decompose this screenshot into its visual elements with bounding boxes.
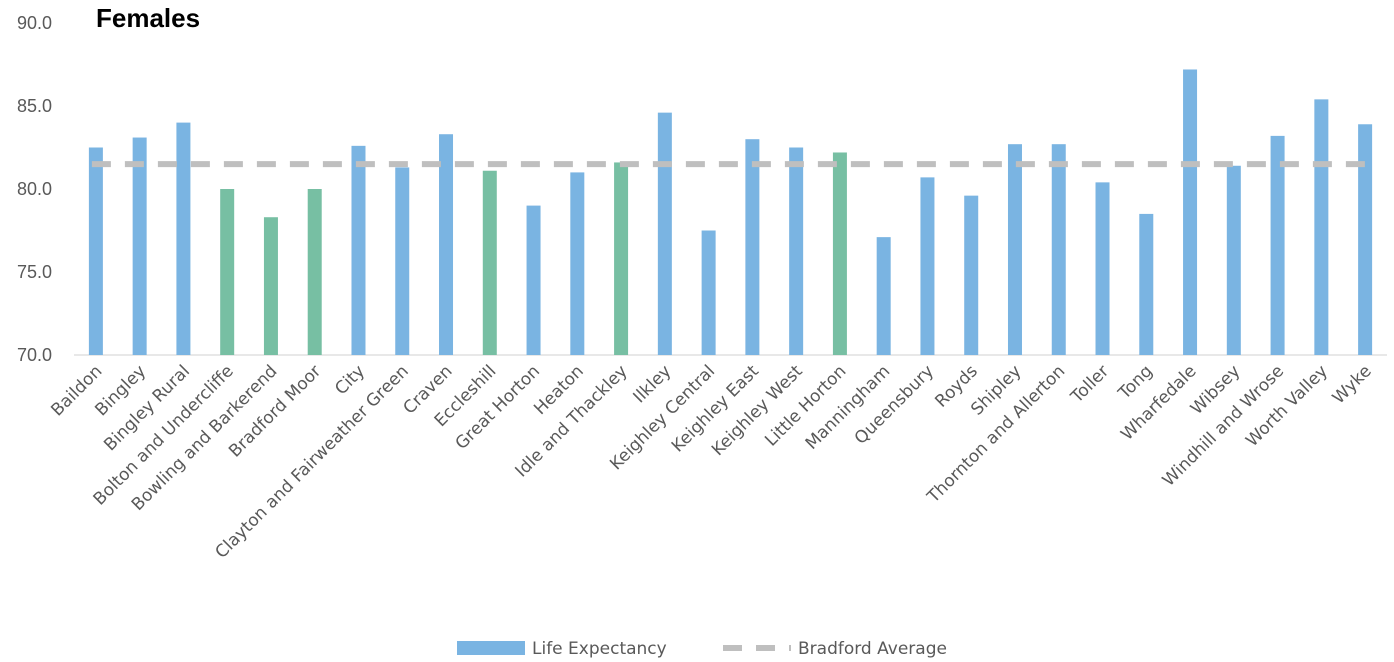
legend: Life Expectancy Bradford Average [457,639,947,659]
bar [876,237,891,355]
bar [1226,165,1241,355]
bar [745,139,760,355]
bar [964,195,979,355]
bar-series-life-expectancy [88,69,1373,355]
legend-swatch-life-expectancy [457,641,525,655]
bar [176,122,191,355]
bar [395,167,410,355]
legend-label-life-expectancy: Life Expectancy [532,639,667,659]
bar [657,112,672,355]
y-axis: 70.0 75.0 80.0 85.0 90.0 [17,13,52,365]
x-tick-label: Wyke [1329,361,1376,408]
y-tick-label: 85.0 [17,96,52,116]
y-tick-label: 90.0 [17,13,52,33]
bar [1095,182,1110,355]
bar [307,189,322,355]
bar [526,205,541,355]
bar [1183,69,1198,355]
bar [1051,144,1066,355]
bar [1358,124,1373,355]
bar [132,137,147,355]
bar [920,177,935,355]
bar [220,189,235,355]
bar [701,230,716,355]
bar [614,162,629,355]
x-tick-label: City [331,361,369,399]
y-tick-label: 70.0 [17,345,52,365]
bar [351,145,366,355]
bar [570,172,585,355]
y-tick-label: 80.0 [17,179,52,199]
bar [482,170,497,355]
bar [789,147,804,355]
bar [1007,144,1022,355]
bar [439,134,454,355]
bar [1314,99,1329,355]
bar [263,217,278,355]
bar [832,152,847,355]
legend-label-bradford-average: Bradford Average [798,639,947,659]
x-tick-label: Toller [1067,361,1114,408]
y-tick-label: 75.0 [17,262,52,282]
chart-title: Females [96,3,200,33]
bar [1270,135,1285,355]
bar [88,147,103,355]
bar [1139,213,1154,355]
